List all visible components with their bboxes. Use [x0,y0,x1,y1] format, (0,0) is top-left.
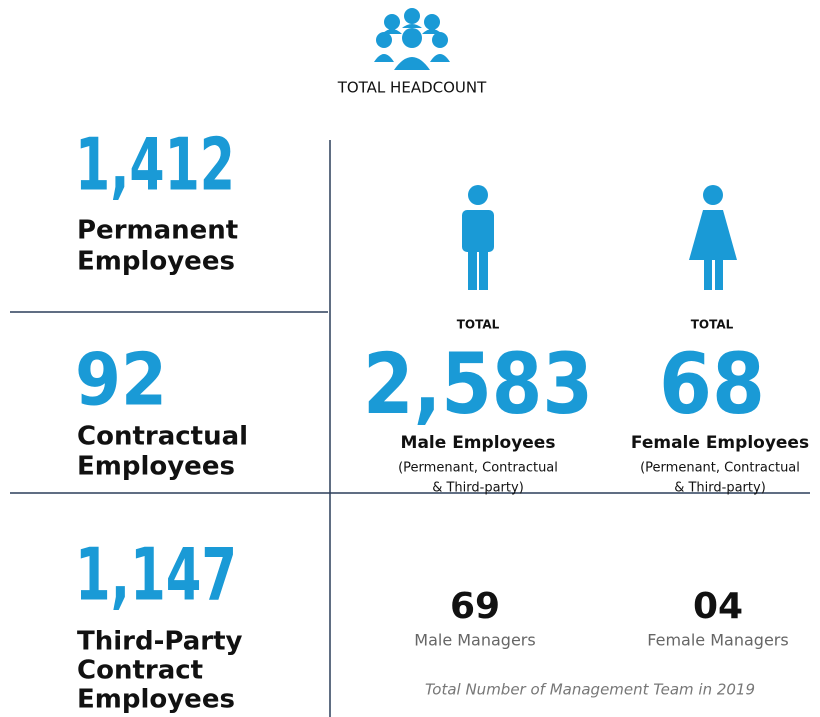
group-icon [374,8,450,70]
stat-value: 1,412 [75,123,235,207]
manager-value: 69 [450,586,500,627]
stat-value: 1,147 [75,533,237,617]
header-title: TOTAL HEADCOUNT [337,79,487,97]
stat-label: Employees [77,685,235,715]
manager-label: Female Managers [647,631,788,650]
gender-note: & Third-party) [432,481,524,496]
caption: TOTAL [457,318,500,332]
manager-label: Male Managers [414,631,535,650]
gender-value: 68 [659,335,765,433]
stat-label: Contract [77,656,203,686]
stat-label: Contractual [77,422,248,452]
male-icon [462,185,494,290]
gender-label: Male Employees [401,433,556,453]
caption: TOTAL [691,318,734,332]
gender-label: Female Employees [631,433,809,453]
gender-note: & Third-party) [674,481,766,496]
gender-note: (Permenant, Contractual [640,461,800,476]
stat-label: Third-Party [77,627,243,657]
stat-label: Employees [77,247,235,277]
gender-value: 2,583 [363,335,593,433]
manager-value: 04 [693,586,743,627]
footnote: Total Number of Management Team in 2019 [425,681,755,699]
stat-value: 92 [75,338,167,422]
stat-label: Permanent [77,216,238,246]
female-icon [689,185,737,290]
gender-note: (Permenant, Contractual [398,461,558,476]
stat-label: Employees [77,452,235,482]
